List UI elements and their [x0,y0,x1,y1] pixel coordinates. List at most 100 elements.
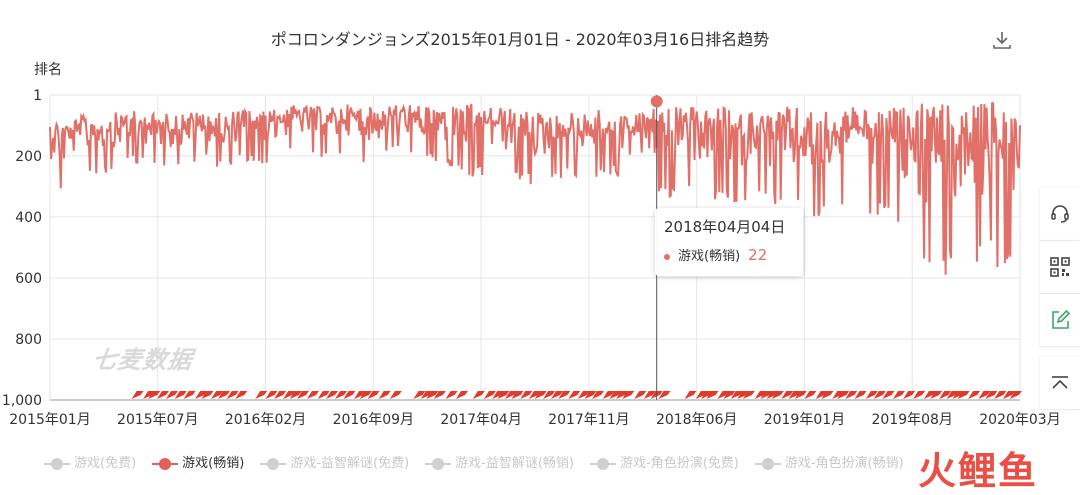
event-marker[interactable] [551,391,563,399]
back-to-top-button[interactable] [1040,357,1080,410]
event-marker[interactable] [359,391,372,399]
event-marker[interactable] [821,391,834,399]
event-marker[interactable] [865,391,878,399]
event-marker[interactable] [157,391,169,399]
event-marker[interactable] [903,391,916,399]
event-marker[interactable] [592,391,604,399]
event-marker[interactable] [930,391,943,399]
event-marker[interactable] [183,391,196,399]
event-marker[interactable] [218,391,230,399]
legend-item[interactable]: 游戏-益智解谜(免费) [260,452,409,471]
event-marker[interactable] [913,391,926,399]
event-marker[interactable] [815,391,828,399]
event-marker[interactable] [445,391,458,399]
event-marker[interactable] [1009,391,1022,399]
event-marker[interactable] [957,391,970,399]
event-marker[interactable] [289,391,302,399]
event-marker[interactable] [317,391,330,399]
event-marker[interactable] [558,391,571,399]
event-marker[interactable] [195,391,208,399]
event-marker[interactable] [166,391,178,399]
event-marker[interactable] [343,391,356,399]
event-marker[interactable] [265,391,278,399]
event-marker[interactable] [622,391,635,399]
event-marker[interactable] [577,391,590,399]
event-marker[interactable] [723,391,736,399]
customer-service-button[interactable] [1040,188,1080,241]
event-marker[interactable] [274,391,287,399]
event-marker[interactable] [804,391,817,399]
event-marker[interactable] [706,391,719,399]
event-marker[interactable] [568,391,581,399]
event-marker[interactable] [658,391,671,399]
event-marker[interactable] [837,391,850,399]
event-marker[interactable] [211,391,224,399]
event-marker[interactable] [717,391,730,399]
edit-button[interactable] [1040,294,1080,347]
event-marker[interactable] [760,391,773,399]
event-marker[interactable] [634,391,647,399]
event-marker[interactable] [985,391,998,399]
event-marker[interactable] [520,391,533,399]
event-marker[interactable] [367,391,380,399]
event-marker[interactable] [131,391,144,399]
event-marker[interactable] [307,391,319,399]
event-marker[interactable] [235,391,248,399]
event-marker[interactable] [148,391,161,399]
event-marker[interactable] [1003,391,1015,399]
event-marker[interactable] [701,391,714,399]
legend-item[interactable]: 游戏-角色扮演(免费) [590,452,739,471]
event-marker[interactable] [939,391,952,399]
event-marker[interactable] [845,391,858,399]
event-marker[interactable] [737,391,750,399]
event-marker[interactable] [528,391,541,399]
event-marker[interactable] [968,391,981,399]
event-marker[interactable] [505,391,517,399]
legend-item[interactable]: 游戏(免费) [44,452,136,471]
event-marker[interactable] [742,391,755,399]
event-marker[interactable] [781,391,794,399]
event-marker[interactable] [389,391,402,399]
event-marker[interactable] [433,391,446,399]
event-marker[interactable] [511,391,524,399]
event-marker[interactable] [602,391,615,399]
event-marker[interactable] [472,391,485,399]
legend-item[interactable]: 游戏-角色扮演(畅销) [754,452,904,471]
event-marker[interactable] [297,391,310,399]
event-marker[interactable] [854,391,867,399]
event-marker[interactable] [326,391,338,399]
event-marker[interactable] [174,391,187,399]
event-marker[interactable] [771,391,784,399]
event-marker[interactable] [978,391,991,399]
event-marker[interactable] [994,391,1007,399]
event-marker[interactable] [923,391,936,399]
event-marker[interactable] [584,391,597,399]
event-marker[interactable] [794,391,807,399]
event-marker[interactable] [335,391,348,399]
event-marker[interactable] [543,391,556,399]
event-marker[interactable] [730,391,743,399]
event-marker[interactable] [456,391,468,399]
event-marker[interactable] [226,391,239,399]
event-marker[interactable] [534,391,547,399]
download-icon[interactable] [990,28,1014,52]
event-marker[interactable] [873,391,886,399]
qrcode-button[interactable] [1040,241,1080,294]
event-marker[interactable] [946,391,959,399]
event-marker[interactable] [420,391,433,399]
event-marker[interactable] [882,391,895,399]
event-marker[interactable] [695,391,708,399]
event-marker[interactable] [754,391,767,399]
event-marker[interactable] [413,391,426,399]
legend-item[interactable]: 游戏(畅销) [152,452,244,471]
legend-item[interactable]: 游戏-益智解谜(畅销) [425,452,574,471]
event-marker[interactable] [616,391,629,399]
event-marker[interactable] [643,391,656,399]
event-marker[interactable] [788,391,801,399]
event-marker[interactable] [201,391,214,399]
event-marker[interactable] [497,391,510,399]
event-marker[interactable] [378,391,391,399]
event-marker[interactable] [483,391,496,399]
event-marker[interactable] [684,391,697,399]
event-marker[interactable] [283,391,296,399]
